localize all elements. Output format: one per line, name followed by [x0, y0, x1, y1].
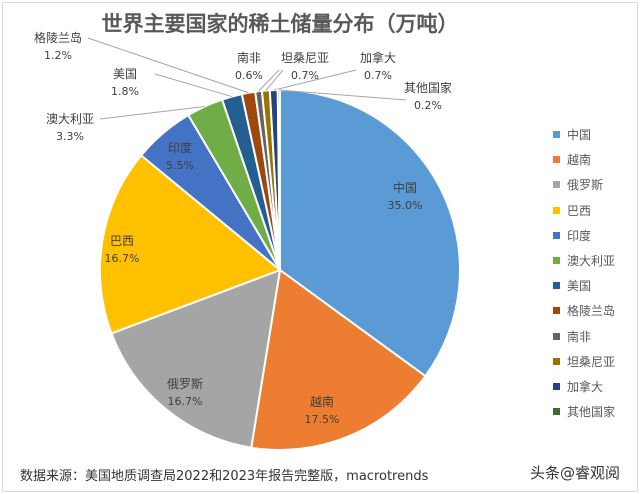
leader-line-10 — [273, 69, 357, 91]
legend-swatch — [553, 156, 560, 164]
slice-category-label: 澳大利亚 — [46, 112, 94, 126]
legend-swatch — [553, 282, 560, 290]
slice-value-label: 35.0% — [388, 199, 423, 212]
slice-value-label: 0.7% — [364, 69, 392, 82]
slice-value-label: 0.2% — [414, 99, 442, 112]
watermark: 头条@睿观阅 — [530, 464, 621, 482]
legend-item: 越南 — [553, 147, 615, 172]
slice-value-label: 0.7% — [291, 69, 319, 82]
slice-category-label: 巴西 — [110, 234, 134, 248]
legend-item: 澳大利亚 — [553, 248, 615, 273]
slice-value-label: 0.6% — [235, 69, 263, 82]
slice-category-label: 南非 — [237, 50, 261, 65]
slice-value-label: 1.2% — [44, 49, 72, 62]
legend-label: 南非 — [567, 329, 592, 344]
leader-line-8 — [258, 69, 280, 92]
legend-swatch — [553, 231, 560, 239]
legend-swatch — [553, 181, 560, 189]
slice-category-label: 格陵兰岛 — [34, 30, 82, 45]
slice-category-label: 印度 — [168, 140, 192, 155]
legend-label: 坦桑尼亚 — [567, 354, 616, 369]
leader-line-5 — [99, 105, 205, 120]
legend-swatch — [553, 408, 560, 416]
slice-value-label: 16.7% — [105, 252, 140, 265]
legend-label: 俄罗斯 — [567, 178, 604, 193]
legend-item: 美国 — [553, 273, 615, 298]
leader-line-9 — [265, 69, 284, 91]
legend-label: 中国 — [567, 128, 592, 143]
legend-item: 中国 — [553, 122, 615, 147]
slice-category-label: 加拿大 — [360, 50, 396, 65]
pie-slice-2 — [110, 268, 282, 449]
legend-label: 越南 — [567, 153, 592, 168]
slice-value-label: 3.3% — [56, 130, 84, 143]
legend-item: 南非 — [553, 324, 615, 349]
legend-label: 其他国家 — [567, 405, 616, 420]
legend-label: 加拿大 — [567, 379, 604, 394]
slice-value-label: 16.7% — [168, 395, 203, 408]
slice-category-label: 俄罗斯 — [167, 377, 203, 391]
slice-category-label: 美国 — [113, 67, 137, 81]
leader-line-7 — [87, 37, 249, 94]
pie-slice-3 — [99, 153, 282, 335]
legend-item: 格陵兰岛 — [553, 298, 615, 323]
legend-item: 其他国家 — [553, 399, 615, 424]
legend-swatch — [553, 332, 560, 340]
legend-swatch — [553, 307, 560, 315]
legend-swatch — [553, 357, 560, 365]
source-note: 数据来源：美国地质调查局2022和2023年报告完整版，macrotrends — [20, 469, 429, 484]
leader-line-6 — [154, 73, 233, 98]
chart-title: 世界主要国家的稀土储量分布（万吨） — [101, 12, 459, 36]
slice-category-label: 越南 — [310, 394, 334, 409]
legend-label: 格陵兰岛 — [567, 304, 616, 319]
legend-item: 俄罗斯 — [553, 172, 615, 197]
legend-label: 巴西 — [567, 203, 592, 218]
legend: 中国越南俄罗斯巴西印度澳大利亚美国格陵兰岛南非坦桑尼亚加拿大其他国家 — [553, 122, 615, 424]
slice-value-label: 5.5% — [166, 159, 194, 172]
legend-item: 印度 — [553, 223, 615, 248]
legend-item: 加拿大 — [553, 374, 615, 399]
slice-value-label: 17.5% — [305, 413, 340, 426]
pie-slice-1 — [250, 268, 427, 451]
leader-line-11 — [278, 89, 407, 101]
legend-label: 美国 — [567, 279, 592, 294]
legend-item: 坦桑尼亚 — [553, 349, 615, 374]
legend-swatch — [553, 206, 560, 214]
legend-label: 印度 — [567, 228, 592, 243]
legend-item: 巴西 — [553, 198, 615, 223]
legend-swatch — [553, 131, 560, 139]
slice-value-label: 1.8% — [111, 85, 139, 98]
slice-category-label: 坦桑尼亚 — [281, 51, 329, 65]
legend-label: 澳大利亚 — [567, 254, 616, 269]
legend-swatch — [553, 382, 560, 390]
slice-category-label: 其他国家 — [404, 80, 452, 95]
slice-category-label: 中国 — [393, 180, 417, 195]
pie-slice-0 — [279, 88, 461, 378]
legend-swatch — [553, 257, 560, 265]
